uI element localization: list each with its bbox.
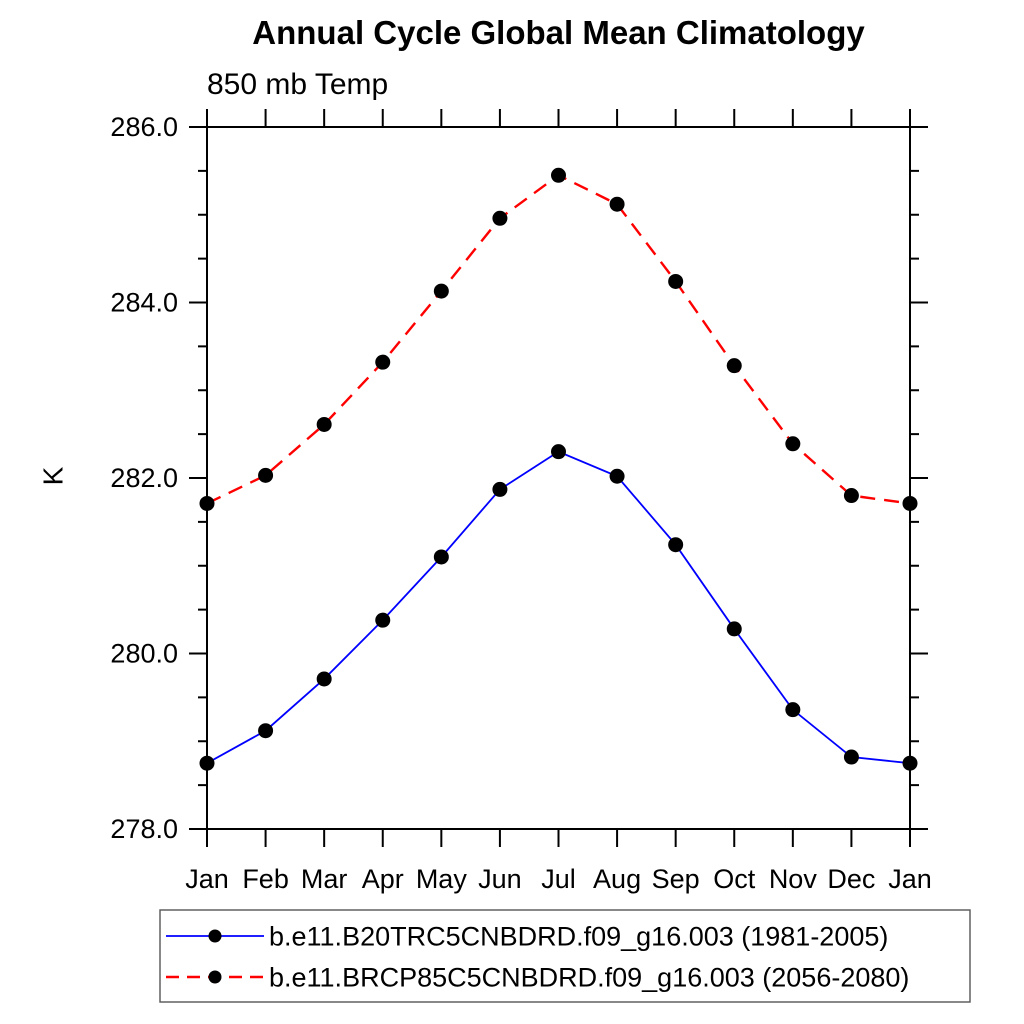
series-brcp85-marker (551, 167, 566, 183)
series-brcp85-marker (492, 210, 508, 226)
series-b20tr-marker (492, 481, 508, 497)
series-b20tr-marker (433, 549, 449, 565)
series-b20tr-marker (609, 468, 625, 484)
legend-label-brcp85: b.e11.BRCP85C5CNBDRD.f09_g16.003 (2056-2… (269, 963, 909, 993)
series-brcp85-marker (609, 196, 625, 212)
legend: b.e11.B20TRC5CNBDRD.f09_g16.003 (1981-20… (159, 909, 971, 1003)
series-b20tr-line (206, 450, 911, 765)
series-brcp85-marker (902, 495, 918, 511)
x-tick-label: Nov (769, 864, 818, 894)
series-b20tr-marker (843, 749, 859, 765)
legend-label-b20tr: b.e11.B20TRC5CNBDRD.f09_g16.003 (1981-20… (269, 922, 888, 952)
y-tick-labels: 278.0 280.0 282.0 284.0 286.0 (110, 112, 178, 844)
x-tick-label: Sep (652, 864, 700, 894)
legend-marker-brcp85 (208, 970, 222, 984)
series-b20tr-marker (551, 444, 566, 460)
x-tick-label: Oct (713, 864, 756, 894)
y-tick-label: 286.0 (110, 112, 178, 142)
series-brcp85-marker (726, 358, 742, 374)
series-b20tr-marker (726, 621, 742, 637)
x-tick-label: Aug (593, 864, 641, 894)
series-b20tr-marker (668, 537, 684, 553)
series-b20tr (199, 444, 918, 771)
series-b20tr-marker (199, 755, 215, 771)
series-brcp85-marker (668, 273, 684, 289)
plot-frame (206, 126, 911, 830)
x-tick-label: Apr (362, 864, 404, 894)
y-tick-label: 282.0 (110, 463, 178, 493)
series-brcp85-marker (258, 467, 274, 483)
x-tick-label: May (416, 864, 468, 894)
legend-marker-b20tr (208, 929, 222, 943)
series-brcp85-marker (785, 436, 801, 452)
series-brcp85-marker (433, 283, 449, 299)
x-tick-label: Jan (888, 864, 932, 894)
series-brcp85-marker (316, 416, 332, 432)
x-tick-label: Jan (185, 864, 229, 894)
legend-box (159, 909, 971, 1003)
series-b20tr-marker (316, 671, 332, 687)
x-tick-label: Dec (827, 864, 875, 894)
series-brcp85 (199, 167, 918, 511)
x-tick-labels: Jan Feb Mar Apr May Jun Jul Aug Sep Oct Nov Dec Jan (185, 864, 932, 894)
series-b20tr-marker (375, 612, 391, 628)
series-b20tr-marker (258, 723, 274, 739)
series-b20tr-marker (785, 702, 801, 718)
y-tick-label: 284.0 (110, 288, 178, 318)
x-tick-label: Jul (541, 864, 576, 894)
chart-title: Annual Cycle Global Mean Climatology (252, 14, 865, 51)
y-tick-label: 280.0 (110, 639, 178, 669)
chart-subtitle: 850 mb Temp (207, 68, 389, 101)
series-brcp85-marker (199, 495, 215, 511)
y-tick-label: 278.0 (110, 814, 178, 844)
series-brcp85-marker (843, 488, 859, 504)
x-tick-label: Mar (301, 864, 348, 894)
x-tick-label: Jun (478, 864, 522, 894)
series-brcp85-marker (375, 354, 391, 370)
series-b20tr-marker (902, 755, 918, 771)
axes-ticks (189, 109, 928, 847)
x-tick-label: Feb (242, 864, 289, 894)
